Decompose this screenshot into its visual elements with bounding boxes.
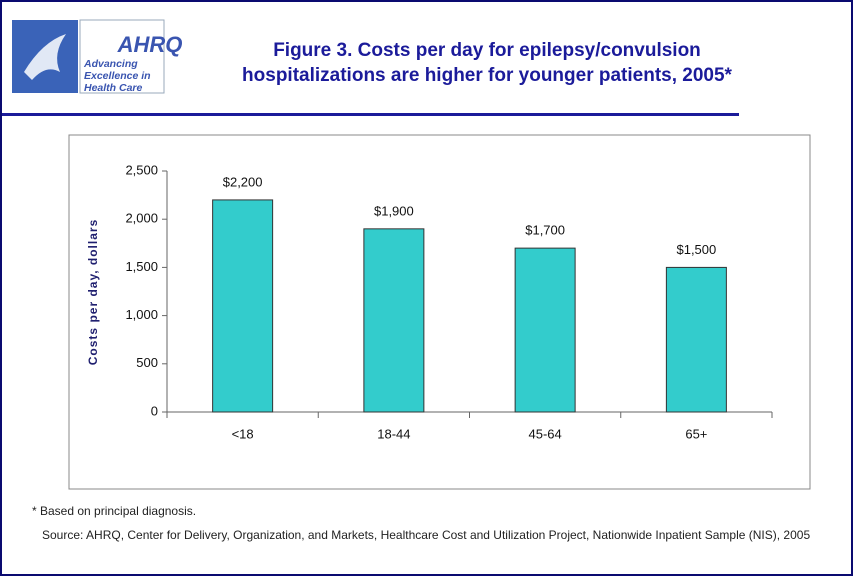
x-tick-label: 18-44 <box>377 426 410 441</box>
value-label: $1,500 <box>676 242 716 257</box>
ahrq-logo <box>79 19 165 94</box>
y-tick-label: 0 <box>151 403 158 418</box>
y-tick-label: 2,000 <box>125 211 158 226</box>
logo-tagline: Advancing Excellence in Health Care <box>84 58 151 94</box>
y-tick-label: 2,500 <box>125 162 158 177</box>
y-axis-label: Costs per day, dollars <box>86 219 100 365</box>
x-tick-label: 45-64 <box>529 426 562 441</box>
bar <box>363 228 425 413</box>
source: Source: AHRQ, Center for Delivery, Organ… <box>42 528 811 542</box>
y-tick-label: 1,000 <box>125 307 158 322</box>
footnote: * Based on principal diagnosis. <box>32 504 197 518</box>
x-tick-label: <18 <box>232 426 254 441</box>
value-label: $1,700 <box>525 223 565 238</box>
y-tick-label: 500 <box>136 355 158 370</box>
bar <box>665 266 727 413</box>
y-tick-label: 1,500 <box>125 259 158 274</box>
bar <box>212 199 274 413</box>
chart-title: Figure 3. Costs per day for epilepsy/con… <box>242 40 732 86</box>
bar <box>514 247 576 413</box>
eagle-icon <box>24 34 66 80</box>
x-tick-label: 65+ <box>685 426 707 441</box>
header-rule <box>2 113 739 116</box>
logo-name: AHRQ <box>117 32 183 57</box>
value-label: $1,900 <box>374 203 414 218</box>
value-label: $2,200 <box>223 174 263 189</box>
